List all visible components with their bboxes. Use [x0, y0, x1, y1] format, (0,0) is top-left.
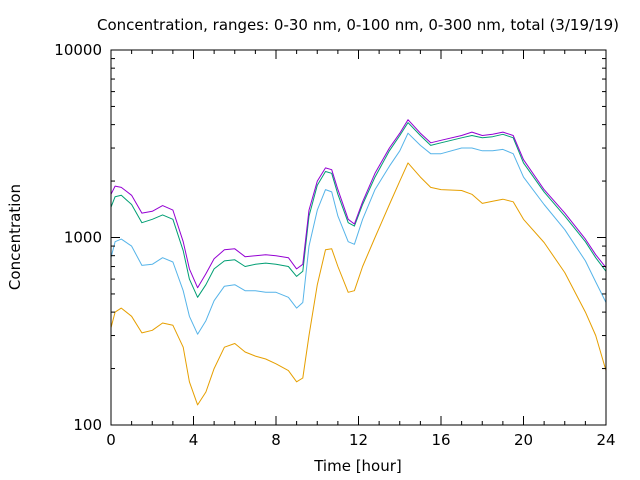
- plot-frame: [110, 49, 607, 426]
- y-tick-label: 100: [73, 416, 102, 434]
- x-tick-label: 24: [596, 431, 615, 449]
- x-tick-label: 4: [189, 431, 199, 449]
- chart-title: Concentration, ranges: 0-30 nm, 0-100 nm…: [97, 16, 619, 34]
- y-axis: 100 1000 10000: [54, 41, 606, 434]
- series-line-3: [110, 122, 607, 298]
- y-axis-label: Concentration: [6, 184, 24, 290]
- x-axis: 0 4 8 12 16 20 24: [106, 50, 616, 449]
- x-tick-label: 0: [106, 431, 116, 449]
- x-tick-label: 20: [514, 431, 533, 449]
- x-tick-label: 8: [271, 431, 281, 449]
- x-tick-label: 12: [349, 431, 368, 449]
- plot-area: [110, 49, 607, 426]
- x-tick-label: 16: [431, 431, 450, 449]
- series-line-4: [110, 119, 607, 289]
- series-line-1: [110, 162, 607, 406]
- series-line-2: [110, 132, 607, 335]
- y-tick-label: 10000: [54, 41, 102, 59]
- y-tick-label: 1000: [64, 229, 102, 247]
- x-axis-label: Time [hour]: [313, 457, 402, 475]
